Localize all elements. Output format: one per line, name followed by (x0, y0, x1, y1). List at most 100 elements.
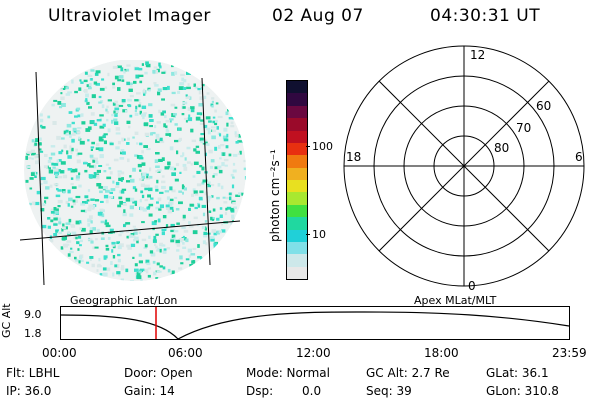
geo-meridian-left (35, 71, 45, 285)
image-pixel (154, 220, 157, 223)
image-pixel (129, 84, 133, 88)
image-pixel (129, 213, 134, 217)
image-pixel (157, 197, 162, 202)
image-pixel (65, 133, 69, 136)
image-pixel (26, 157, 32, 160)
image-pixel (182, 106, 186, 109)
image-pixel (155, 133, 160, 138)
image-pixel (111, 244, 115, 247)
image-pixel (70, 177, 74, 180)
image-pixel (49, 184, 53, 188)
xtick-0600: 06:00 (168, 346, 203, 360)
status-gc-alt: GC Alt: 2.7 Re (366, 366, 450, 380)
image-pixel (74, 199, 78, 203)
image-pixel (176, 222, 180, 225)
image-pixel (143, 145, 148, 148)
apex-mlat-mlt-title: Apex MLat/MLT (414, 294, 497, 307)
image-pixel (146, 175, 149, 179)
image-pixel (224, 211, 228, 216)
image-pixel (146, 173, 149, 176)
image-pixel (170, 273, 175, 276)
image-pixel (207, 200, 210, 203)
image-pixel (26, 152, 30, 156)
image-pixel (152, 260, 156, 264)
image-pixel (155, 152, 160, 155)
image-pixel (70, 182, 74, 186)
image-pixel (207, 181, 211, 184)
image-pixel (140, 206, 145, 211)
image-pixel (183, 79, 187, 83)
image-pixel (126, 180, 131, 183)
image-pixel (198, 196, 203, 200)
image-pixel (122, 109, 128, 113)
image-pixel (89, 165, 94, 168)
image-pixel (202, 240, 206, 245)
image-pixel (90, 220, 93, 224)
image-pixel (66, 150, 69, 155)
image-pixel (212, 129, 217, 133)
image-pixel (128, 88, 133, 92)
image-pixel (153, 66, 158, 69)
image-pixel (156, 262, 160, 266)
image-pixel (231, 184, 235, 189)
image-pixel (193, 83, 196, 87)
image-pixel (155, 165, 160, 168)
image-pixel (113, 158, 119, 162)
image-pixel (160, 140, 165, 144)
image-pixel (159, 204, 164, 209)
image-pixel (157, 91, 161, 96)
image-pixel (215, 102, 219, 105)
image-pixel (174, 196, 178, 199)
image-pixel (204, 227, 207, 231)
image-pixel (225, 196, 230, 200)
image-pixel (212, 208, 216, 212)
image-pixel (125, 268, 129, 273)
image-pixel (185, 120, 188, 123)
image-pixel (174, 139, 179, 143)
image-pixel (129, 82, 133, 85)
image-pixel (134, 154, 139, 157)
image-pixel (57, 175, 63, 179)
colorbar-segment (287, 142, 307, 156)
image-pixel (93, 122, 98, 126)
image-pixel (146, 148, 151, 151)
image-pixel (84, 88, 88, 93)
image-pixel (202, 179, 208, 183)
image-pixel (113, 118, 118, 122)
image-pixel (80, 209, 86, 213)
image-pixel (203, 124, 208, 129)
colorbar-segment (287, 130, 307, 143)
image-pixel (174, 71, 178, 75)
image-pixel (88, 215, 93, 220)
image-pixel (111, 241, 116, 245)
image-pixel (200, 133, 205, 136)
image-pixel (226, 133, 229, 138)
image-pixel (188, 221, 191, 225)
image-pixel (31, 152, 36, 156)
image-pixel (125, 109, 128, 113)
image-pixel (88, 204, 93, 208)
image-pixel (109, 171, 113, 175)
image-pixel (114, 100, 119, 104)
image-pixel (138, 178, 143, 181)
image-pixel (121, 177, 124, 181)
image-pixel (165, 119, 171, 123)
image-pixel (110, 188, 116, 192)
image-pixel (77, 248, 80, 251)
image-pixel (238, 134, 243, 138)
image-pixel (198, 204, 201, 208)
image-pixel (142, 208, 147, 212)
gc-alt-ytick-9: 9.0 (24, 308, 42, 321)
image-pixel (138, 157, 144, 160)
image-pixel (135, 272, 138, 275)
image-pixel (148, 89, 151, 92)
image-pixel (223, 138, 229, 142)
image-pixel (30, 149, 35, 152)
image-pixel (182, 152, 185, 157)
image-pixel (127, 137, 130, 141)
image-pixel (164, 115, 167, 119)
image-pixel (72, 199, 76, 203)
image-pixel (114, 75, 119, 80)
image-pixel (190, 253, 196, 256)
image-pixel (189, 203, 194, 207)
